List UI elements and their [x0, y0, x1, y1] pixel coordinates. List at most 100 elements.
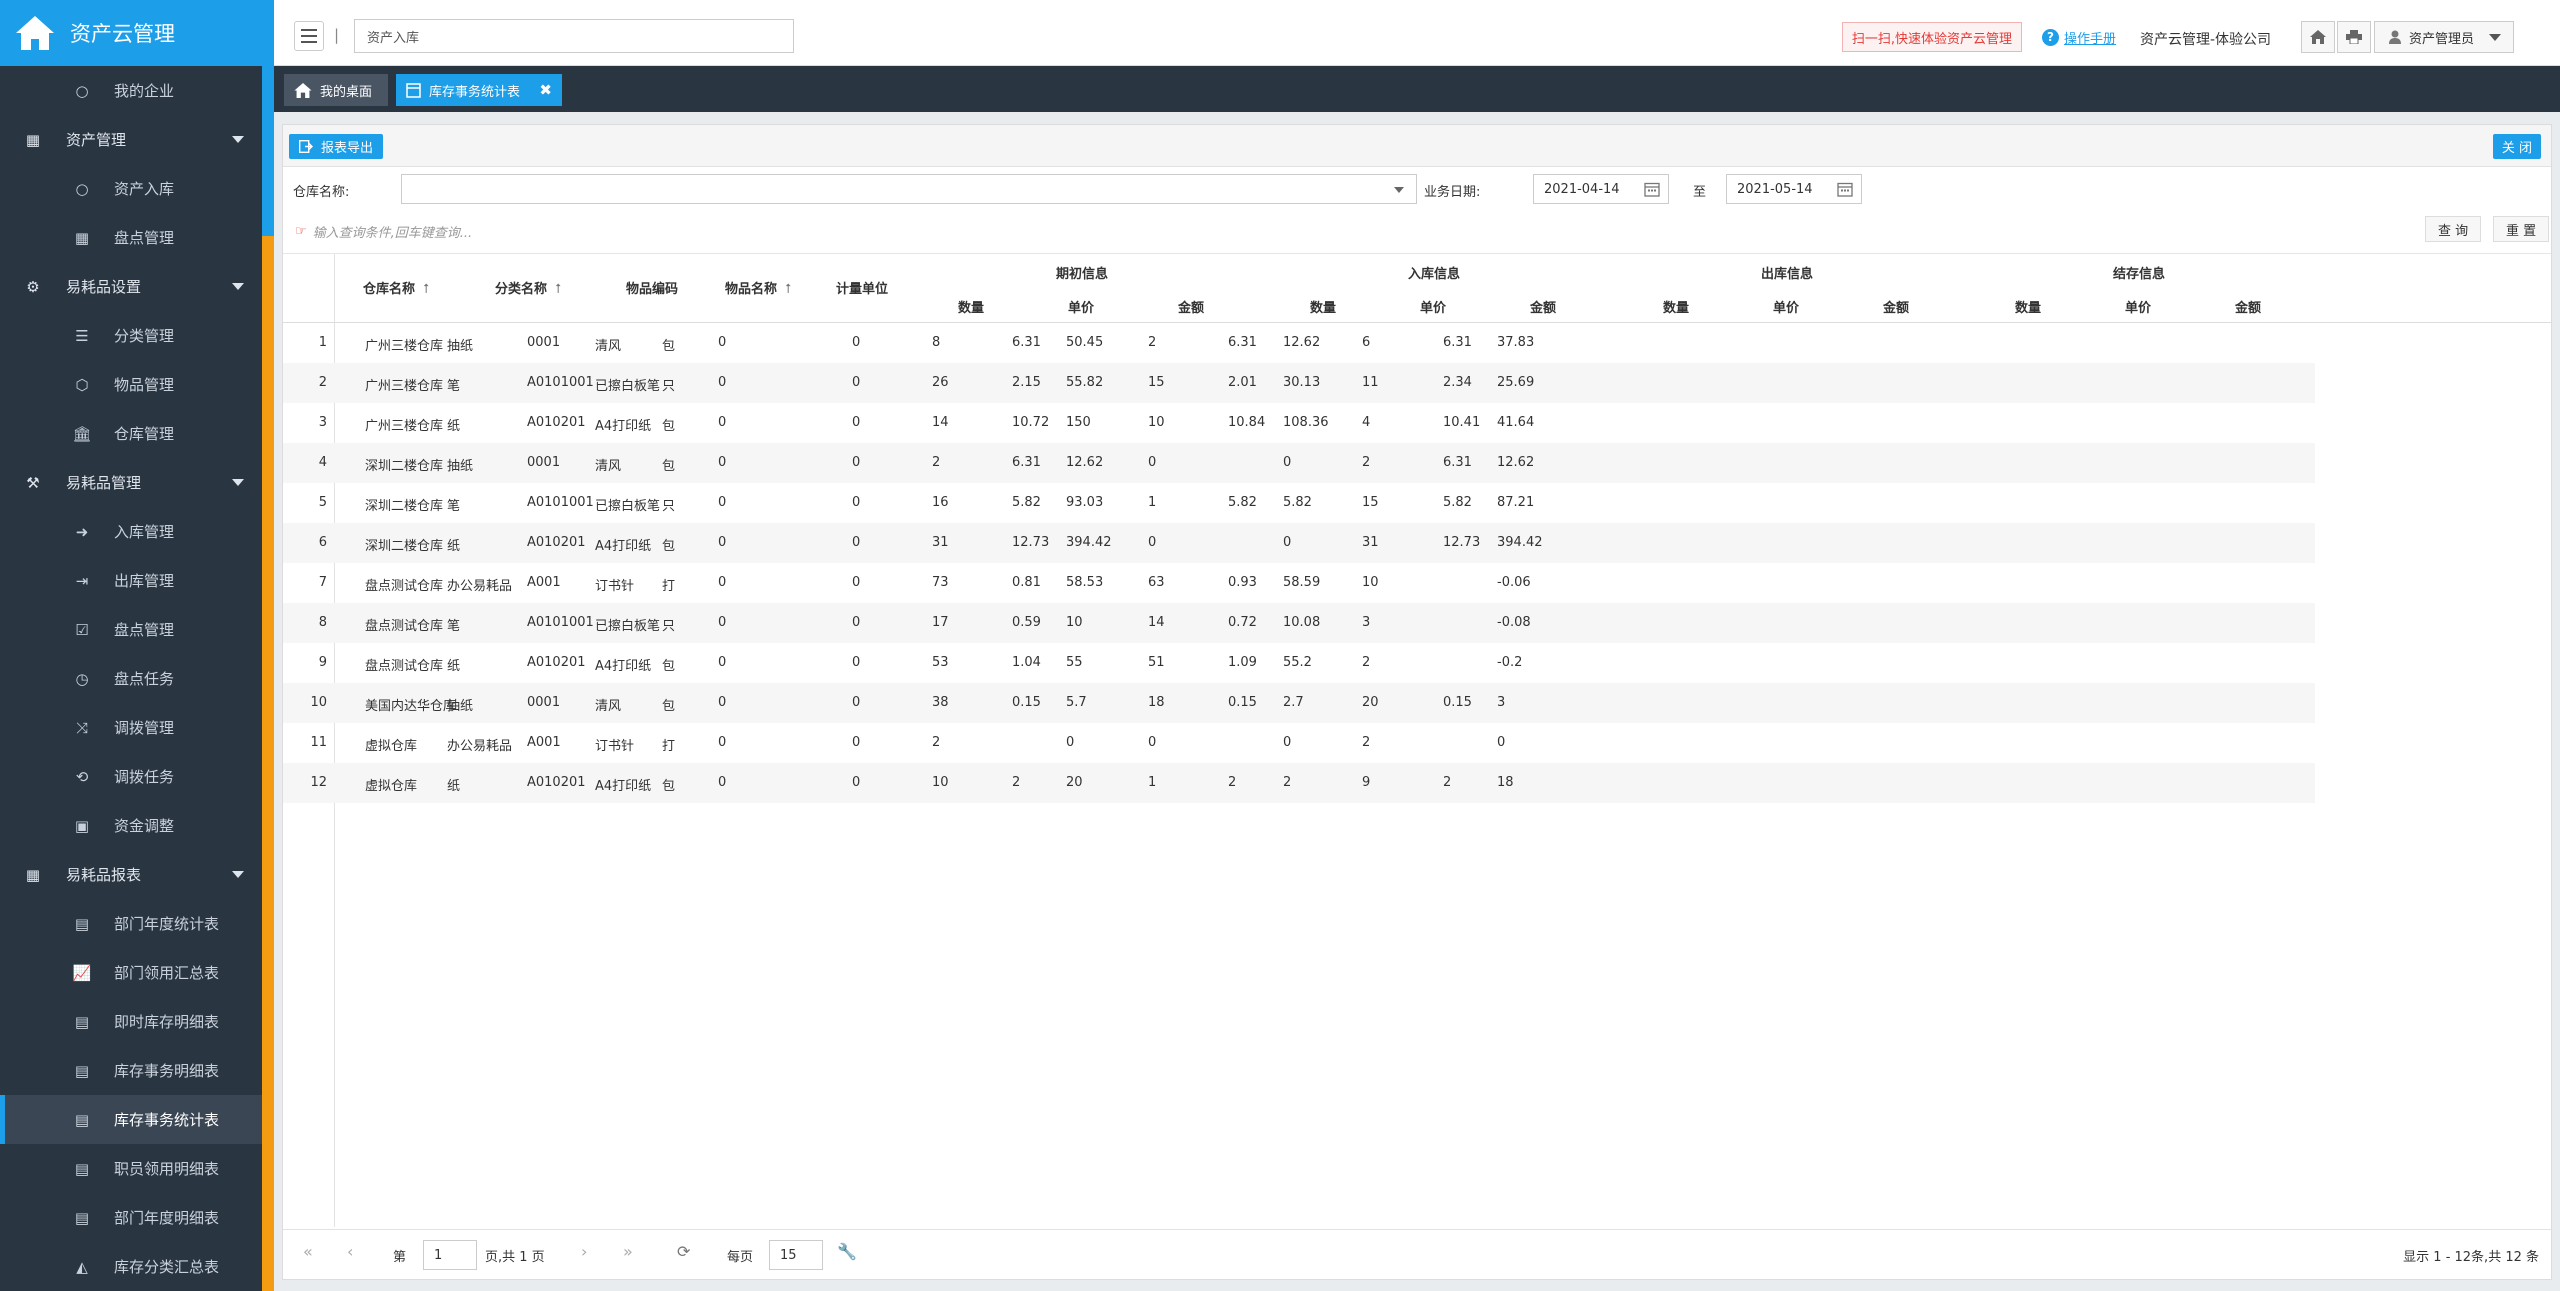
sidebar-item[interactable]: ▤ 库存事务统计表: [0, 1095, 262, 1144]
cell-warehouse: 深圳二楼仓库: [365, 499, 444, 514]
table-row[interactable]: 10 美国内达华仓库 抽纸 0001 清风 包 0 0 38 0.15 5.7 18 0.15 2.7 20…: [283, 683, 2315, 723]
cell-opening-amount: 0: [852, 335, 861, 350]
sidebar-item[interactable]: ▤ 部门年度统计表: [0, 899, 262, 948]
sidebar-group[interactable]: ⚒ 易耗品管理: [0, 458, 262, 507]
sidebar-item[interactable]: ⟲ 调拨任务: [0, 752, 262, 801]
prev-page-icon[interactable]: ‹: [347, 1242, 354, 1261]
print-button[interactable]: [2337, 21, 2371, 53]
cell-outbound-qty: 18: [1148, 695, 1165, 710]
table-row[interactable]: 5 深圳二楼仓库笔 A0101001 已擦白板笔只 0 0 16 5.82 93.03 1 5.82…: [283, 483, 2315, 523]
sort-icon[interactable]: ⭡: [555, 282, 562, 297]
cell-outbound-amount: 0: [1283, 735, 1292, 750]
sidebar-item[interactable]: ▤ 即时库存明细表: [0, 997, 262, 1046]
manual-link-label[interactable]: 操作手册: [2064, 32, 2117, 47]
reset-button[interactable]: 重 置: [2493, 216, 2550, 242]
sidebar-item-label: 物品管理: [114, 376, 175, 394]
cell-opening-amount: 0: [852, 455, 861, 470]
cell-category: 办公易耗品: [447, 579, 513, 594]
table-row[interactable]: 12 虚拟仓库纸 A010201 A4打印纸包 0 0 10 2 20 1 2 2 9 2 18: [283, 763, 2315, 803]
close-tab-icon[interactable]: ✖: [539, 81, 552, 99]
first-page-icon[interactable]: «: [303, 1242, 313, 1261]
sidebar-item[interactable]: ▦ 盘点管理: [0, 213, 262, 262]
sidebar-item[interactable]: ▤ 库存事务明细表: [0, 1046, 262, 1095]
close-button[interactable]: 关 闭: [2493, 134, 2541, 159]
cell-code: A001: [527, 575, 561, 590]
table-row[interactable]: 11 虚拟仓库 办公易耗品 A001 订书针 打 0 0 2 0 0 0 2 0: [283, 723, 2315, 763]
table-row[interactable]: 4 深圳二楼仓库 抽纸 0001 清风 包 0 0 2 6.31 12.62 0 0 2 6.31 12.62: [283, 443, 2315, 483]
user-menu-button[interactable]: 资产管理员: [2374, 21, 2514, 53]
cell-outbound-amount: 0: [1283, 535, 1292, 550]
cell-category: 抽纸: [447, 459, 474, 474]
cell-outbound-qty: 0: [1148, 535, 1157, 550]
per-page-input[interactable]: 15: [769, 1240, 823, 1270]
col-header-code[interactable]: 物品编码: [626, 282, 679, 297]
sort-icon[interactable]: ⭡: [785, 282, 792, 297]
area-chart-icon: ◭: [76, 1257, 88, 1276]
warehouse-select[interactable]: [401, 174, 1417, 204]
cell-inbound-price: 0.59: [1012, 615, 1041, 630]
cell-outbound-amount: 2: [1283, 775, 1292, 790]
menu-toggle-button[interactable]: [294, 21, 324, 51]
search-input[interactable]: [354, 19, 794, 53]
sidebar-item[interactable]: 📈 部门领用汇总表: [0, 948, 262, 997]
sidebar-item[interactable]: ➜ 入库管理: [0, 507, 262, 556]
table-row[interactable]: 1 广州三楼仓库 抽纸 0001 清风 包 0 0 8 6.31 50.45 2 6.31 12.62 6 6…: [283, 323, 2315, 363]
table-row[interactable]: 6 深圳二楼仓库纸 A010201 A4打印纸包 0 0 31 12.73 394.42 0 0 31…: [283, 523, 2315, 563]
sort-icon[interactable]: ⭡: [423, 282, 430, 297]
scan-experience-button[interactable]: 扫一扫,快速体验资产云管理: [1842, 22, 2022, 52]
manual-link[interactable]: ? 操作手册: [2042, 28, 2116, 47]
sidebar-item[interactable]: ◭ 库存分类汇总表: [0, 1242, 262, 1291]
home-button[interactable]: [2301, 21, 2335, 53]
sidebar-item[interactable]: ⬡ 物品管理: [0, 360, 262, 409]
calendar-icon[interactable]: [1837, 181, 1853, 197]
cell-category: 笔: [447, 379, 461, 394]
sidebar-item[interactable]: ○ 我的企业: [0, 66, 262, 115]
last-page-icon[interactable]: »: [623, 1242, 633, 1261]
calendar-icon[interactable]: [1644, 181, 1660, 197]
sidebar-item[interactable]: ◷ 盘点任务: [0, 654, 262, 703]
cell-inbound-amount: 50.45: [1066, 335, 1104, 350]
date-to-input[interactable]: 2021-05-14: [1726, 174, 1862, 204]
cell-unit: 只: [662, 619, 676, 634]
sidebar-item[interactable]: ▤ 部门年度明细表: [0, 1193, 262, 1242]
table-row[interactable]: 3 广州三楼仓库纸 A010201 A4打印纸包 0 0 14 10.72 150 10 10.84…: [283, 403, 2315, 443]
table-row[interactable]: 7 盘点测试仓库 办公易耗品 A001 订书针 打 0 0 73 0.81 58.53 63 0.93 5…: [283, 563, 2315, 603]
report-icon: ▤: [74, 914, 90, 933]
cell-warehouse: 盘点测试仓库: [365, 579, 444, 594]
sidebar-item[interactable]: ⤨ 调拨管理: [0, 703, 262, 752]
sidebar-item[interactable]: ☑ 盘点管理: [0, 605, 262, 654]
cell-inbound-qty: 2: [932, 735, 941, 750]
cell-outbound-amount: 108.36: [1283, 415, 1329, 430]
sidebar-item[interactable]: ▣ 资金调整: [0, 801, 262, 850]
sidebar-item[interactable]: ○ 资产入库: [0, 164, 262, 213]
table-row[interactable]: 2 广州三楼仓库笔 A0101001 已擦白板笔只 0 0 26 2.15 55.82 15 2.0…: [283, 363, 2315, 403]
page-number-input[interactable]: 1: [423, 1240, 477, 1270]
sidebar-group[interactable]: ▦ 资产管理: [0, 115, 262, 164]
table-row[interactable]: 9 盘点测试仓库纸 A010201 A4打印纸包 0 0 53 1.04 55 51 1.09 55.…: [283, 643, 2315, 683]
col-header-warehouse[interactable]: 仓库名称 ⭡: [363, 282, 430, 297]
sidebar-item[interactable]: ⇥ 出库管理: [0, 556, 262, 605]
next-page-icon[interactable]: ›: [581, 1242, 588, 1261]
col-header-category[interactable]: 分类名称 ⭡: [495, 282, 562, 297]
tab-inventory-stats[interactable]: 库存事务统计表 ✖: [396, 74, 562, 106]
sidebar-item[interactable]: ☰ 分类管理: [0, 311, 262, 360]
cell-inbound-amount: 58.53: [1066, 575, 1104, 590]
sidebar-group[interactable]: ▦ 易耗品报表: [0, 850, 262, 899]
page-total: 页,共 1 页: [485, 1250, 545, 1265]
query-button[interactable]: 查 询: [2425, 216, 2482, 242]
wrench-icon[interactable]: 🔧: [837, 1242, 857, 1261]
app-logo[interactable]: 资产云管理: [0, 0, 274, 66]
col-header-unit[interactable]: 计量单位: [836, 282, 889, 297]
row-number: 10: [310, 695, 327, 710]
export-report-button[interactable]: 报表导出: [289, 134, 384, 159]
date-from-input[interactable]: 2021-04-14: [1533, 174, 1669, 204]
col-header-name[interactable]: 物品名称 ⭡: [725, 282, 792, 297]
cell-unit: 只: [662, 379, 676, 394]
table-row[interactable]: 8 盘点测试仓库笔 A0101001 已擦白板笔只 0 0 17 0.59 10 14 0.72 10…: [283, 603, 2315, 643]
refresh-icon[interactable]: ⟳: [677, 1242, 691, 1261]
sidebar-group[interactable]: ⚙ 易耗品设置: [0, 262, 262, 311]
sidebar-item[interactable]: 🏛 仓库管理: [0, 409, 262, 458]
tab-desktop[interactable]: 我的桌面: [284, 74, 388, 106]
group-header-opening: 期初信息: [1056, 267, 1109, 282]
sidebar-item[interactable]: ▤ 职员领用明细表: [0, 1144, 262, 1193]
